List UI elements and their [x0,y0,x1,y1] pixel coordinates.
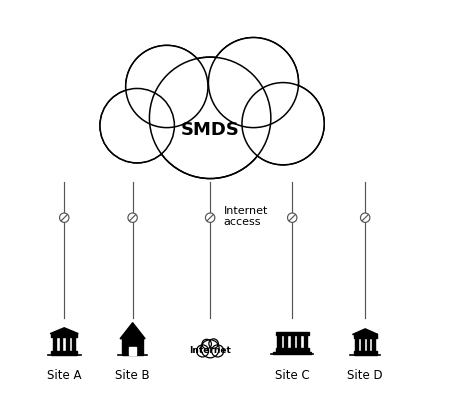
Circle shape [361,213,370,222]
Circle shape [210,39,297,126]
Bar [284,335,287,348]
Bar [354,335,377,338]
Text: Site B: Site B [115,369,150,382]
Bar [372,338,375,351]
Text: SMDS: SMDS [180,121,239,139]
Polygon shape [120,323,145,339]
Circle shape [126,45,208,128]
Bar [291,335,294,348]
Polygon shape [50,328,78,334]
Bar [129,347,136,355]
Circle shape [212,345,223,357]
Circle shape [209,38,298,128]
Bar [273,352,312,354]
Circle shape [128,213,137,222]
Bar [53,337,56,351]
Bar [361,338,363,351]
Bar [72,337,75,351]
Text: Site A: Site A [47,369,82,382]
Circle shape [209,339,218,348]
Circle shape [201,340,219,357]
Bar [60,337,62,351]
Circle shape [101,90,173,162]
Circle shape [209,339,218,348]
Text: Site D: Site D [347,369,383,382]
Bar [276,332,309,335]
Circle shape [127,47,207,126]
Bar [297,335,300,348]
Circle shape [151,59,269,177]
Polygon shape [352,329,378,335]
Circle shape [150,57,271,179]
Bar [277,335,281,348]
Bar [51,351,77,355]
Text: Site C: Site C [275,369,310,382]
Circle shape [287,213,297,222]
Bar [66,337,69,351]
Bar [304,335,307,348]
Circle shape [100,89,174,163]
Text: Internet
access: Internet access [224,206,268,227]
Bar [354,351,377,355]
Circle shape [202,339,211,349]
Circle shape [197,345,209,357]
Circle shape [201,340,219,358]
Bar [276,348,309,352]
Bar [122,339,143,355]
Bar [367,338,369,351]
Circle shape [202,339,211,348]
Bar [355,338,358,351]
Circle shape [197,345,209,357]
Text: Internet: Internet [189,346,231,355]
Circle shape [242,82,324,165]
Circle shape [243,84,323,164]
Circle shape [206,213,215,222]
Circle shape [212,345,224,357]
Bar [51,334,77,337]
Circle shape [59,213,69,222]
